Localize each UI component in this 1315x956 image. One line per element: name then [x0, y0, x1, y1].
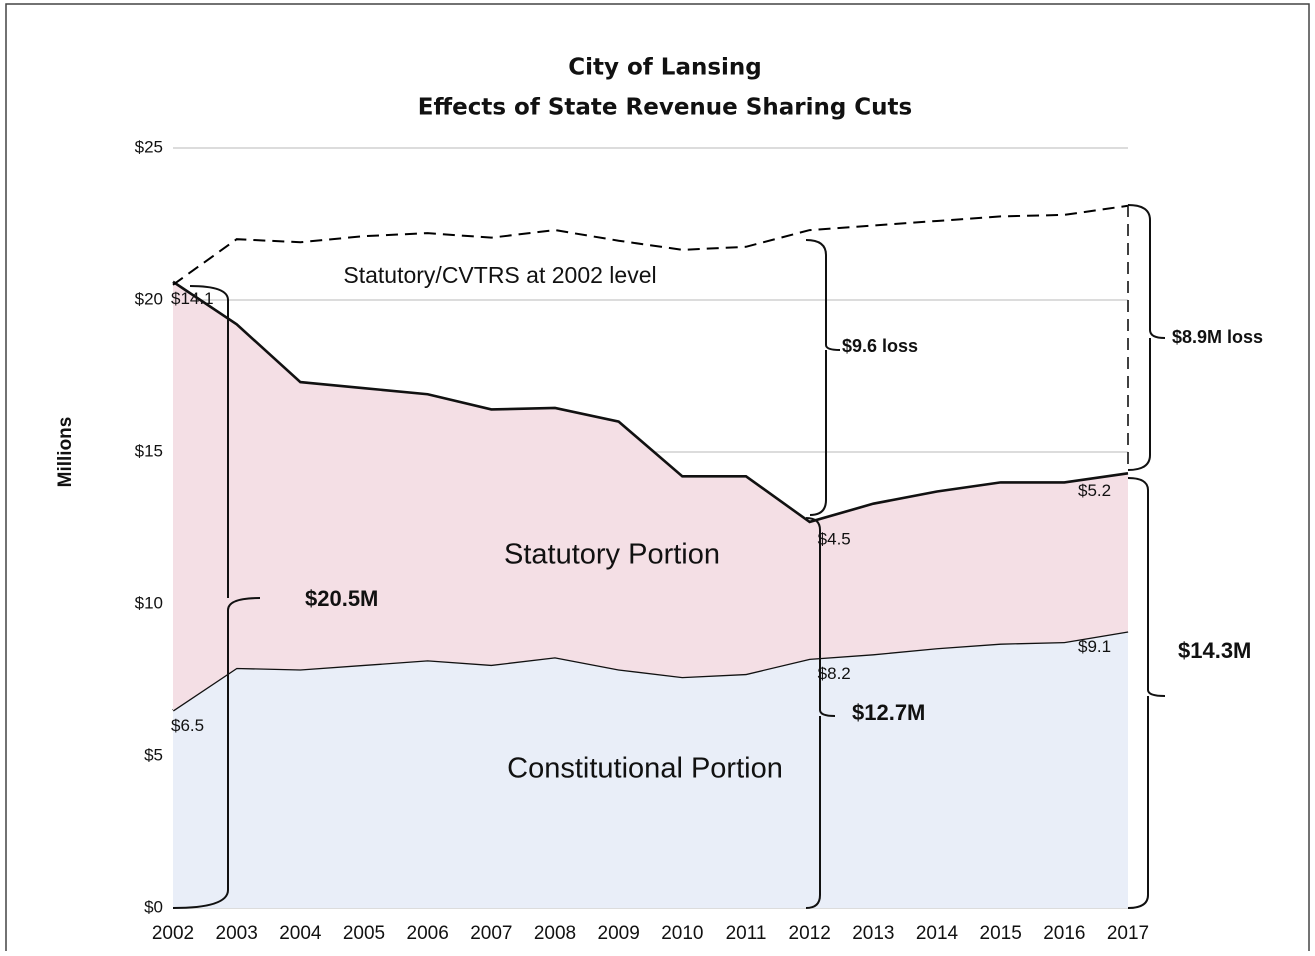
annotation: $12.7M	[852, 700, 925, 725]
value-label: $5.2	[1078, 481, 1111, 500]
x-tick-label: 2017	[1107, 923, 1149, 944]
x-tick-label: 2009	[598, 923, 640, 944]
area-line	[172, 280, 1129, 524]
x-tick-label: 2014	[916, 923, 959, 944]
value-label: $6.5	[171, 716, 204, 735]
value-label: $9.1	[1078, 637, 1111, 656]
x-tick-label: 2005	[343, 923, 385, 944]
y-tick-label: $5	[144, 745, 163, 764]
y-tick-label: $20	[135, 289, 163, 308]
series-label: Constitutional Portion	[507, 753, 783, 785]
x-tick-label: 2003	[216, 923, 258, 944]
annotation: $20.5M	[305, 586, 378, 611]
value-label: $14.1	[171, 289, 214, 308]
chart-subtitle: Effects of State Revenue Sharing Cuts	[418, 95, 913, 121]
area	[173, 281, 1128, 711]
y-tick-label: $25	[135, 137, 163, 156]
bracket	[172, 285, 261, 909]
area	[173, 631, 1128, 908]
value-label: $8.2	[818, 664, 851, 683]
value-label: $4.5	[818, 529, 851, 548]
x-tick-label: 2004	[279, 923, 322, 944]
x-tick-label: 2011	[726, 923, 767, 944]
bracket	[805, 239, 841, 516]
series-label: Statutory/CVTRS at 2002 level	[343, 262, 656, 288]
x-tick-label: 2013	[852, 923, 894, 944]
x-tick-label: 2015	[980, 923, 1022, 944]
x-tick-label: 2007	[470, 923, 512, 944]
annotation: $9.6 loss	[842, 336, 918, 356]
x-tick-label: 2010	[661, 923, 703, 944]
y-tick-label: $15	[135, 441, 163, 460]
chart-title: City of Lansing	[568, 55, 762, 81]
annotation: $14.3M	[1178, 638, 1251, 663]
y-tick-label: $0	[144, 897, 163, 916]
x-tick-label: 2008	[534, 923, 576, 944]
x-tick-label: 2006	[407, 923, 449, 944]
dashed-line	[172, 204, 1129, 286]
x-tick-label: 2016	[1043, 923, 1085, 944]
series-label: Statutory Portion	[504, 539, 720, 571]
annotation: $8.9M loss	[1172, 327, 1263, 347]
bracket	[805, 517, 836, 909]
x-tick-label: 2012	[789, 923, 831, 944]
y-tick-label: $10	[135, 593, 163, 612]
y-axis-label: Millions	[55, 417, 76, 488]
x-tick-label: 2002	[152, 923, 194, 944]
bracket	[1127, 204, 1166, 471]
bracket	[1127, 477, 1166, 909]
frame	[5, 3, 1310, 956]
